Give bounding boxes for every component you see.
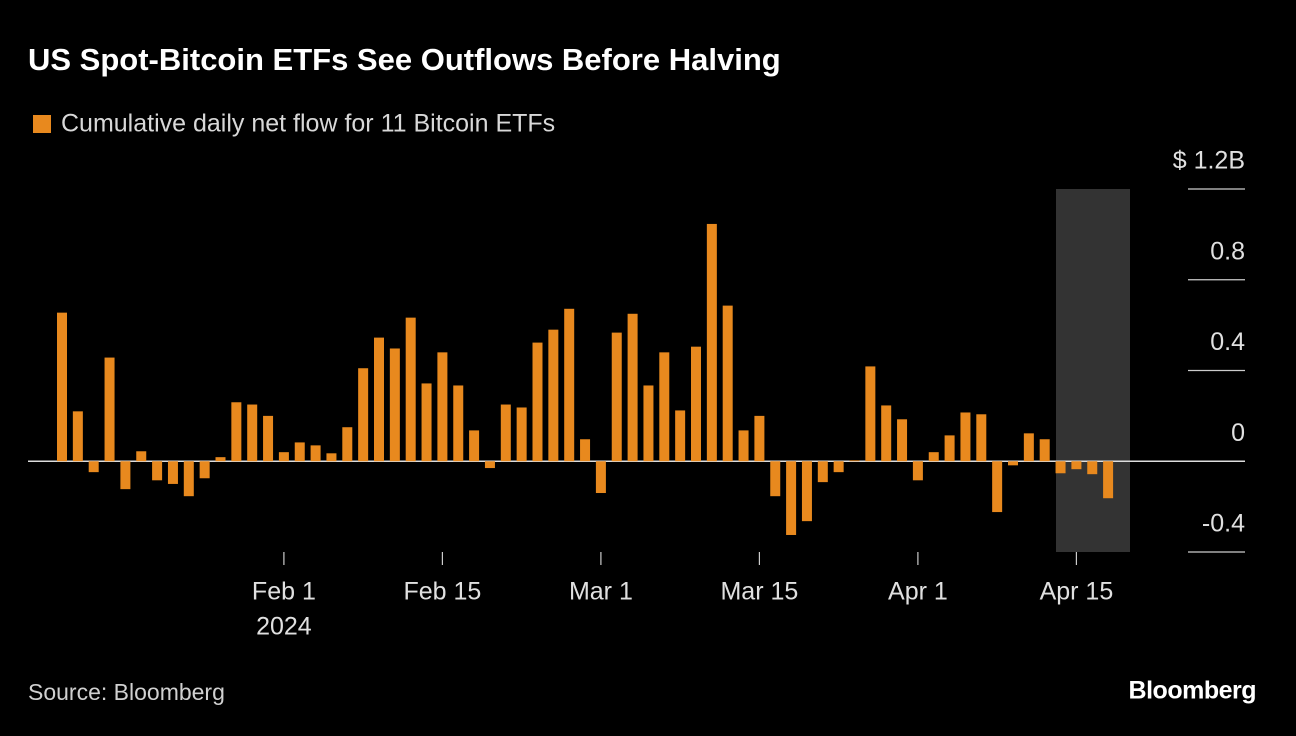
bar	[643, 385, 654, 462]
x-tick-label: Apr 15	[1040, 578, 1114, 606]
x-tick-label: Mar 15	[720, 578, 798, 606]
bar	[865, 366, 876, 462]
bar	[167, 461, 178, 484]
bar	[881, 405, 892, 462]
bar	[1008, 461, 1018, 466]
bar	[72, 411, 83, 462]
bar	[88, 461, 99, 473]
bar	[247, 404, 258, 462]
bar	[897, 419, 908, 462]
bar	[770, 461, 781, 497]
bar	[437, 352, 448, 462]
x-year-label: 2024	[256, 613, 312, 641]
bar	[1071, 461, 1082, 470]
x-tick-label: Apr 1	[888, 578, 948, 606]
bar	[389, 348, 400, 462]
y-tick-label: -0.4	[1202, 510, 1245, 538]
bar	[294, 442, 305, 462]
bar	[960, 412, 971, 462]
bar	[374, 337, 384, 462]
bar	[611, 332, 622, 462]
legend-swatch	[33, 115, 51, 133]
bar	[548, 329, 559, 462]
bar	[358, 368, 369, 462]
bar	[231, 402, 242, 462]
bar	[152, 461, 163, 481]
x-tick-label: Mar 1	[569, 578, 633, 606]
bar	[453, 385, 464, 462]
bar	[833, 461, 844, 473]
bar	[484, 461, 495, 469]
bar	[786, 461, 797, 535]
bar	[421, 383, 432, 462]
bar	[263, 415, 274, 462]
bar	[722, 305, 733, 462]
bar	[595, 461, 606, 494]
bar	[532, 342, 543, 462]
bar	[580, 439, 591, 462]
legend-label: Cumulative daily net flow for 11 Bitcoin…	[61, 110, 555, 138]
bar	[738, 430, 749, 462]
bar	[183, 461, 194, 497]
bar	[564, 308, 575, 462]
bar	[326, 453, 337, 462]
y-tick-label: 0.4	[1210, 328, 1245, 356]
bar	[342, 427, 353, 462]
bar	[849, 460, 860, 462]
y-tick-label: 0	[1231, 419, 1245, 447]
bar	[754, 415, 765, 462]
bar	[405, 317, 416, 462]
bar	[199, 461, 210, 479]
bar	[1039, 439, 1050, 462]
bar	[659, 352, 670, 462]
y-tick-label: 0.8	[1210, 237, 1245, 265]
bar	[928, 452, 939, 462]
chart-title: US Spot-Bitcoin ETFs See Outflows Before…	[28, 42, 781, 77]
bar	[1103, 461, 1114, 499]
bar	[57, 312, 67, 462]
bar	[278, 452, 289, 462]
x-tick-label: Feb 1	[252, 578, 316, 606]
bar	[215, 457, 226, 462]
bar	[801, 461, 812, 522]
bar	[120, 461, 131, 490]
bar	[912, 461, 923, 481]
source: Source: Bloomberg	[28, 679, 225, 705]
bar	[469, 430, 480, 462]
bar	[1087, 461, 1098, 475]
bar	[310, 445, 321, 462]
bar	[104, 357, 115, 462]
bar	[817, 461, 828, 483]
bar	[627, 313, 638, 462]
bar	[675, 410, 686, 462]
bar	[516, 407, 527, 462]
bar	[976, 414, 987, 462]
bar	[944, 435, 955, 462]
bar	[992, 461, 1003, 513]
bar	[500, 404, 511, 462]
bar	[691, 346, 701, 462]
bar	[1023, 433, 1034, 462]
x-tick-label: Feb 15	[403, 578, 481, 606]
bar	[136, 451, 147, 462]
brand: Bloomberg	[1129, 677, 1256, 705]
y-tick-label: $ 1.2B	[1173, 147, 1245, 175]
bar	[1055, 461, 1066, 474]
bar	[706, 223, 717, 462]
highlight-band	[1056, 189, 1130, 552]
